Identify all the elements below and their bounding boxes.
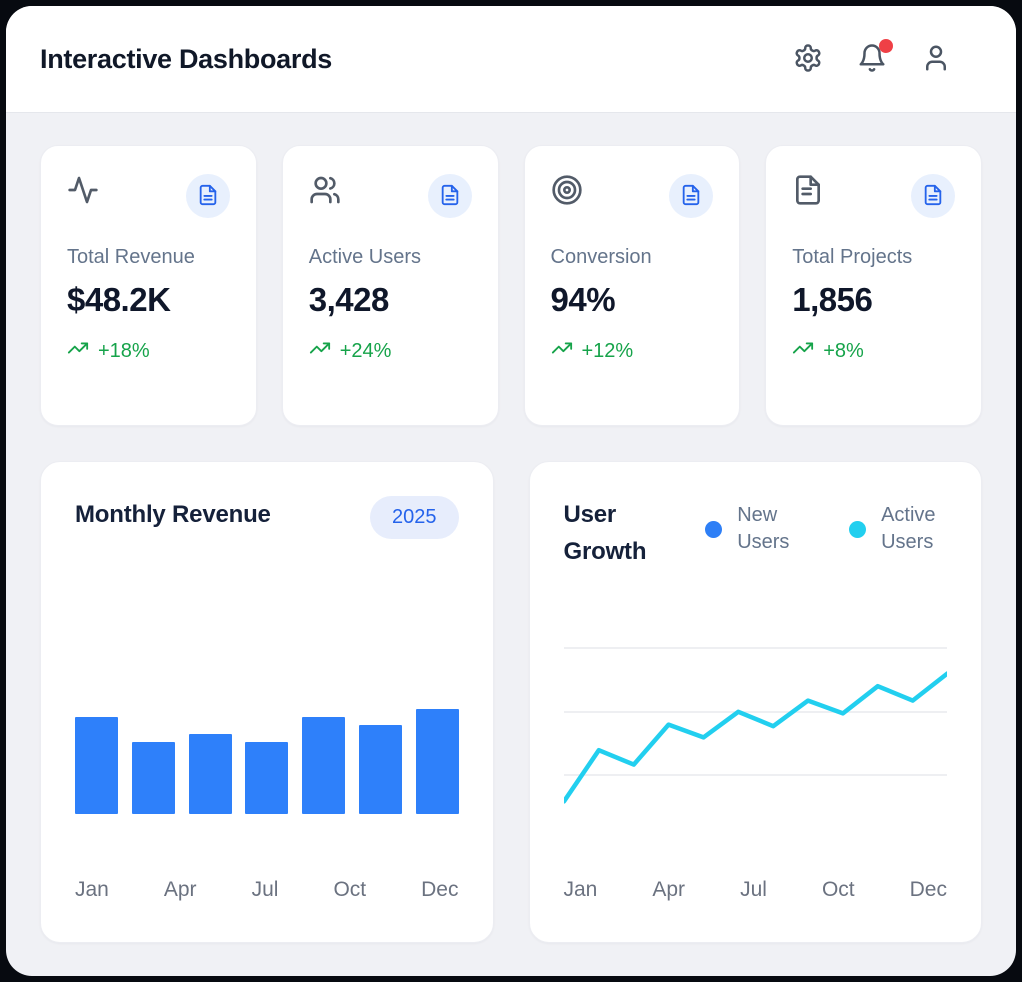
report-badge-button[interactable] <box>669 174 714 218</box>
report-badge-button[interactable] <box>427 174 472 218</box>
x-axis-labels: Jan Apr Jul Oct Dec <box>564 878 948 902</box>
user-growth-card: User Growth New Users Active Users <box>528 461 982 943</box>
stat-label: Active Users <box>308 246 421 268</box>
charts-grid: Monthly Revenue 2025 Jan Apr Jul Oct Dec… <box>40 461 982 943</box>
x-axis-labels: Jan Apr Jul Oct Dec <box>75 878 459 902</box>
report-badge-button[interactable] <box>911 174 955 218</box>
stat-change-value: +18% <box>98 339 150 362</box>
file-text-icon <box>792 174 824 211</box>
bar-chart <box>75 539 459 814</box>
header-actions <box>792 39 952 76</box>
trending-up-icon <box>67 337 89 365</box>
stat-change-value: +8% <box>823 339 864 362</box>
stat-label: Total Revenue <box>67 246 195 268</box>
stat-label: Conversion <box>550 246 652 268</box>
line-chart <box>564 571 948 855</box>
header: Interactive Dashboards <box>6 6 1016 113</box>
x-label: Oct <box>821 878 855 901</box>
stat-card-active-users: Active Users 3,428 +24% <box>281 145 499 426</box>
file-text-icon <box>922 184 944 209</box>
x-label: Jul <box>740 878 767 901</box>
target-icon <box>551 174 583 211</box>
chart-legend: New Users Active Users <box>705 496 947 556</box>
stats-grid: Total Revenue $48.2K +18% <box>40 145 982 426</box>
activity-icon <box>67 174 99 211</box>
notification-dot <box>879 39 893 53</box>
legend-dot-icon <box>705 520 723 538</box>
stat-label: Total Projects <box>792 246 913 268</box>
x-label: Dec <box>421 878 459 901</box>
legend-dot-icon <box>849 520 867 538</box>
bar <box>415 709 459 814</box>
chart-title: User Growth <box>563 501 647 565</box>
bell-icon <box>857 43 887 76</box>
notifications-button[interactable] <box>856 39 893 76</box>
stat-card-total-projects: Total Projects 1,856 +8% <box>765 145 982 426</box>
users-icon <box>309 174 341 211</box>
legend-label: Active Users <box>881 504 936 553</box>
bar <box>302 717 345 814</box>
user-icon <box>921 43 951 76</box>
bar <box>188 734 232 814</box>
stat-change-value: +12% <box>581 339 634 362</box>
x-label: Oct <box>333 878 367 901</box>
stat-change-value: +24% <box>339 339 392 362</box>
stat-card-total-revenue: Total Revenue $48.2K +18% <box>40 145 257 426</box>
settings-icon <box>793 43 823 76</box>
stat-value: $48.2K <box>67 281 171 318</box>
stat-value: 3,428 <box>308 281 390 318</box>
legend-label: New Users <box>737 504 790 553</box>
profile-button[interactable] <box>920 43 952 75</box>
bar <box>131 742 175 814</box>
x-label: Dec <box>909 878 947 901</box>
year-badge[interactable]: 2025 <box>370 496 459 539</box>
bar <box>75 717 118 814</box>
trending-up-icon <box>551 337 573 365</box>
dashboard-body: Total Revenue $48.2K +18% <box>6 113 1016 943</box>
page-title: Interactive Dashboards <box>40 43 333 74</box>
stat-value: 94% <box>550 281 616 318</box>
dashboard-page: Interactive Dashboards <box>6 6 1016 976</box>
bar <box>245 742 289 814</box>
monthly-revenue-card: Monthly Revenue 2025 Jan Apr Jul Oct Dec <box>40 461 494 943</box>
bar <box>358 725 402 814</box>
settings-button[interactable] <box>792 43 824 75</box>
x-label: Apr <box>163 878 197 901</box>
legend-item-new-users[interactable]: New Users <box>705 502 803 556</box>
x-label: Apr <box>652 878 686 901</box>
legend-item-active-users[interactable]: Active Users <box>849 502 947 556</box>
chart-title: Monthly Revenue <box>75 501 271 528</box>
x-label: Jul <box>251 878 279 901</box>
stat-value: 1,856 <box>792 281 873 318</box>
x-label: Jan <box>75 878 109 901</box>
trending-up-icon <box>309 337 331 365</box>
file-text-icon <box>680 184 702 209</box>
stat-card-conversion: Conversion 94% +12% <box>523 145 741 426</box>
file-text-icon <box>439 184 461 209</box>
line-series-active-users <box>564 673 948 801</box>
x-label: Jan <box>563 878 598 901</box>
trending-up-icon <box>792 337 814 365</box>
file-text-icon <box>197 184 219 209</box>
report-badge-button[interactable] <box>185 174 230 218</box>
